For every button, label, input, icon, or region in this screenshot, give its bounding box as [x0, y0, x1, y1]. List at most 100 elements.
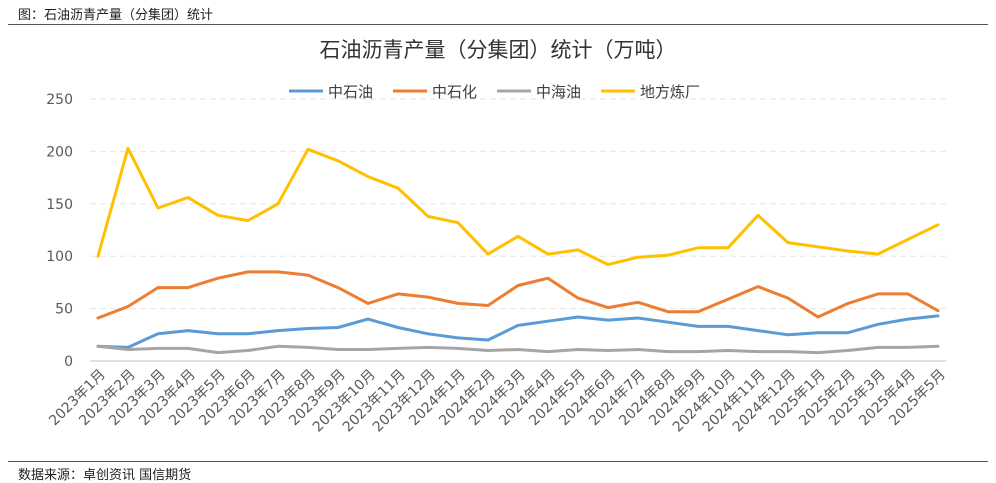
gridlines	[90, 98, 946, 362]
data-point	[186, 329, 190, 332]
data-point	[366, 175, 370, 178]
data-point	[546, 319, 550, 323]
data-point	[156, 206, 160, 210]
data-point	[696, 310, 700, 314]
data-point	[186, 347, 190, 350]
data-point	[576, 348, 580, 351]
data-point	[396, 347, 400, 350]
data-point	[216, 214, 220, 217]
data-point	[786, 350, 790, 353]
legend-label: 地方炼厂	[640, 83, 700, 101]
data-point	[186, 196, 190, 199]
data-point	[726, 349, 730, 352]
y-tick-label: 0	[64, 354, 73, 370]
data-point	[756, 329, 760, 332]
data-point	[666, 350, 670, 353]
data-point	[546, 350, 550, 353]
data-point	[426, 346, 430, 349]
series-line-1	[96, 270, 940, 320]
series-line-3	[96, 146, 940, 267]
data-point	[216, 332, 220, 336]
source-note: 数据来源：卓创资讯 国信期货	[18, 468, 192, 483]
data-point	[336, 159, 340, 163]
data-point	[426, 332, 430, 336]
data-point	[726, 246, 730, 250]
data-point	[396, 326, 400, 329]
data-point	[336, 286, 340, 289]
data-point	[516, 235, 520, 238]
data-point	[126, 147, 130, 150]
data-point	[306, 327, 310, 330]
data-point	[666, 320, 670, 324]
data-point	[156, 347, 160, 350]
top-divider	[8, 24, 988, 25]
data-point	[846, 349, 850, 352]
data-point	[546, 252, 550, 256]
data-point	[606, 318, 610, 322]
data-point	[486, 349, 490, 352]
y-tick-label: 200	[46, 144, 73, 160]
data-point	[426, 295, 430, 299]
data-point	[546, 276, 550, 280]
data-point	[486, 252, 490, 256]
data-point	[846, 331, 850, 335]
chart-title: 石油沥青产量（分集团）统计（万吨）	[320, 38, 677, 62]
y-tick-label: 100	[46, 249, 73, 265]
y-tick-label: 250	[46, 92, 73, 108]
data-point	[396, 186, 400, 190]
data-point	[96, 316, 100, 320]
data-point	[636, 301, 640, 304]
data-point	[636, 348, 640, 351]
data-point	[906, 292, 910, 296]
data-point	[126, 348, 130, 351]
data-point	[516, 324, 520, 327]
data-point	[906, 346, 910, 349]
data-point	[306, 273, 310, 277]
data-point	[606, 306, 610, 309]
data-point	[396, 292, 400, 296]
data-point	[246, 270, 250, 274]
data-point	[156, 286, 160, 289]
data-point	[336, 348, 340, 351]
data-point	[456, 336, 460, 340]
y-tick-label: 150	[46, 197, 73, 213]
data-point	[666, 310, 670, 314]
data-point	[636, 316, 640, 320]
data-point	[96, 345, 100, 348]
data-point	[216, 276, 220, 280]
bottom-divider	[8, 461, 988, 462]
data-point	[456, 302, 460, 305]
data-point	[276, 329, 280, 332]
data-point	[336, 326, 340, 329]
data-point	[456, 221, 460, 224]
data-point	[516, 284, 520, 287]
data-point	[876, 346, 880, 349]
data-point	[366, 317, 370, 321]
data-point	[576, 248, 580, 252]
data-point	[606, 349, 610, 352]
data-point	[246, 332, 250, 336]
legend-item-3: 地方炼厂	[601, 83, 700, 101]
data-point	[696, 246, 700, 250]
data-point	[876, 252, 880, 256]
data-point	[756, 350, 760, 353]
data-point	[516, 348, 520, 351]
data-point	[846, 302, 850, 305]
figure-caption: 图：石油沥青产量（分集团）统计	[18, 8, 214, 23]
data-point	[816, 331, 820, 335]
y-tick-label: 50	[55, 302, 73, 318]
data-point	[816, 315, 820, 319]
data-point	[756, 214, 760, 217]
data-point	[936, 345, 940, 348]
data-point	[246, 219, 250, 222]
data-point	[576, 315, 580, 319]
x-axis: 2023年1月2023年2月2023年3月2023年4月2023年5月2023年…	[46, 367, 949, 436]
data-point	[276, 202, 280, 206]
legend-item-0: 中石油	[289, 83, 373, 101]
data-point	[306, 346, 310, 349]
data-point	[486, 338, 490, 342]
data-point	[786, 296, 790, 300]
data-point	[186, 286, 190, 289]
data-point	[216, 351, 220, 354]
data-point	[126, 305, 130, 308]
